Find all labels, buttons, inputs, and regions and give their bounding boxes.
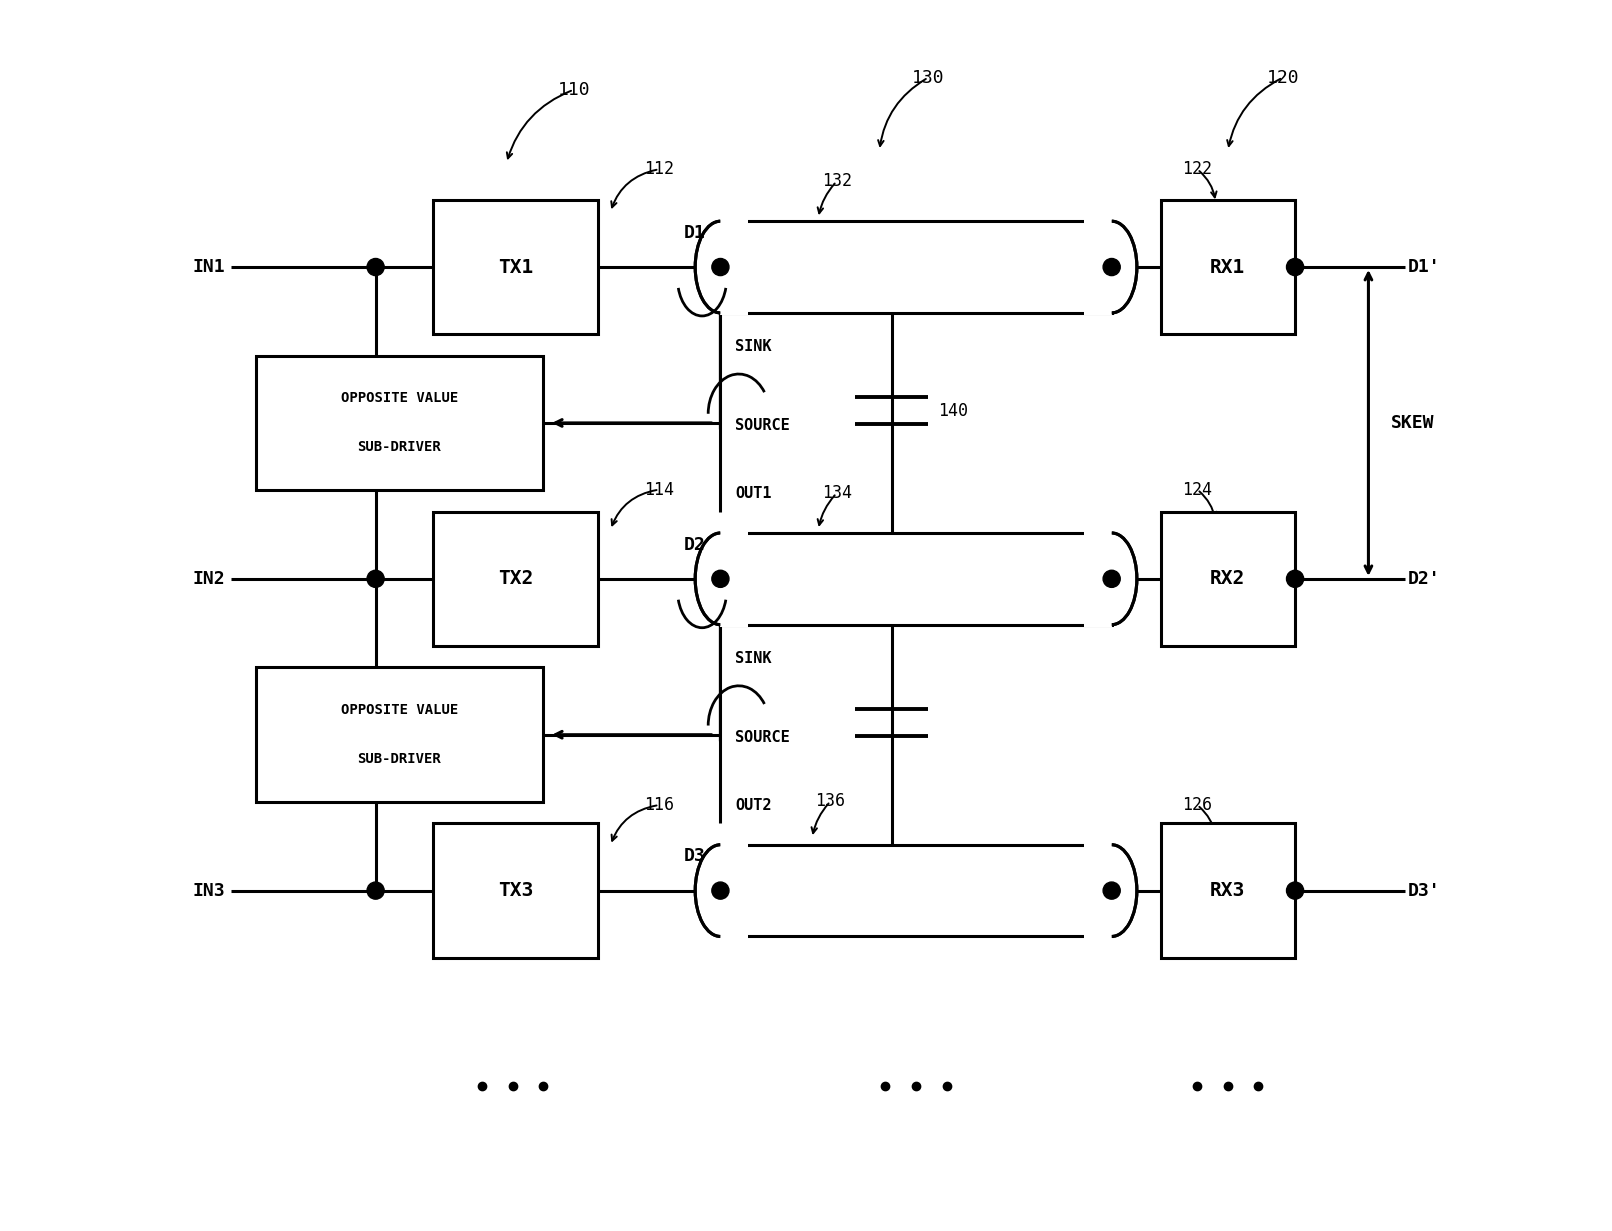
Bar xyxy=(434,512,598,646)
Text: D1: D1 xyxy=(683,224,706,241)
Text: RX3: RX3 xyxy=(1211,881,1246,900)
Text: TX3: TX3 xyxy=(498,881,534,900)
Text: 130: 130 xyxy=(912,69,945,86)
Bar xyxy=(1085,531,1112,627)
Text: TX1: TX1 xyxy=(498,257,534,277)
Bar xyxy=(434,199,598,335)
Text: SOURCE: SOURCE xyxy=(735,730,790,745)
Bar xyxy=(721,842,748,939)
Text: SUB-DRIVER: SUB-DRIVER xyxy=(358,441,442,454)
Text: OPPOSITE VALUE: OPPOSITE VALUE xyxy=(340,703,458,718)
Bar xyxy=(1085,219,1112,315)
Circle shape xyxy=(1103,259,1120,276)
Bar xyxy=(1161,199,1294,335)
Circle shape xyxy=(1286,883,1304,899)
Bar xyxy=(1161,512,1294,646)
Circle shape xyxy=(368,259,384,276)
Text: 136: 136 xyxy=(816,793,845,810)
Circle shape xyxy=(713,570,729,587)
Bar xyxy=(721,844,1112,937)
Text: 124: 124 xyxy=(1182,480,1212,499)
Bar xyxy=(256,667,543,801)
Circle shape xyxy=(713,259,729,276)
Text: 126: 126 xyxy=(1182,796,1212,814)
Text: OUT2: OUT2 xyxy=(735,798,772,812)
Ellipse shape xyxy=(695,844,746,937)
Text: IN2: IN2 xyxy=(192,570,226,588)
Text: SOURCE: SOURCE xyxy=(735,419,790,433)
Circle shape xyxy=(368,883,384,899)
Ellipse shape xyxy=(1086,222,1136,313)
Text: 120: 120 xyxy=(1267,69,1299,86)
Bar xyxy=(1161,824,1294,958)
Ellipse shape xyxy=(695,222,746,313)
Circle shape xyxy=(1103,570,1120,587)
Bar xyxy=(721,219,748,315)
Bar xyxy=(434,824,598,958)
Circle shape xyxy=(1103,883,1120,899)
Text: IN3: IN3 xyxy=(192,881,226,900)
Text: D2': D2' xyxy=(1407,570,1440,588)
Ellipse shape xyxy=(695,533,746,624)
Circle shape xyxy=(368,570,384,587)
Bar xyxy=(721,222,1112,313)
Text: D3': D3' xyxy=(1407,881,1440,900)
Text: RX2: RX2 xyxy=(1211,569,1246,588)
Ellipse shape xyxy=(1086,844,1136,937)
Bar xyxy=(1085,842,1112,939)
Text: 116: 116 xyxy=(645,796,674,814)
Text: 132: 132 xyxy=(822,172,851,191)
Text: 150: 150 xyxy=(301,364,332,383)
Circle shape xyxy=(1286,570,1304,587)
Circle shape xyxy=(713,883,729,899)
Text: 122: 122 xyxy=(1182,160,1212,178)
Text: D3: D3 xyxy=(683,847,706,865)
Text: SINK: SINK xyxy=(735,651,772,666)
Text: 140: 140 xyxy=(938,401,969,420)
Ellipse shape xyxy=(1086,533,1136,624)
Text: D1': D1' xyxy=(1407,259,1440,276)
Text: SKEW: SKEW xyxy=(1391,414,1435,432)
Text: 112: 112 xyxy=(645,160,674,178)
Text: 134: 134 xyxy=(822,484,851,502)
Text: 110: 110 xyxy=(558,81,590,98)
Text: OPPOSITE VALUE: OPPOSITE VALUE xyxy=(340,391,458,405)
Text: D2: D2 xyxy=(683,535,706,554)
Bar xyxy=(256,356,543,490)
Text: OUT1: OUT1 xyxy=(735,486,772,501)
Text: SUB-DRIVER: SUB-DRIVER xyxy=(358,752,442,766)
Circle shape xyxy=(1286,259,1304,276)
Bar xyxy=(721,533,1112,624)
Text: SINK: SINK xyxy=(735,339,772,355)
Text: IN1: IN1 xyxy=(192,259,226,276)
Text: 114: 114 xyxy=(645,480,674,499)
Text: TX2: TX2 xyxy=(498,569,534,588)
Text: 150': 150' xyxy=(290,676,330,694)
Text: RX1: RX1 xyxy=(1211,257,1246,277)
Bar xyxy=(721,531,748,627)
